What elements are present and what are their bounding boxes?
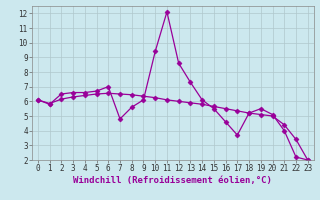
X-axis label: Windchill (Refroidissement éolien,°C): Windchill (Refroidissement éolien,°C) <box>73 176 272 185</box>
